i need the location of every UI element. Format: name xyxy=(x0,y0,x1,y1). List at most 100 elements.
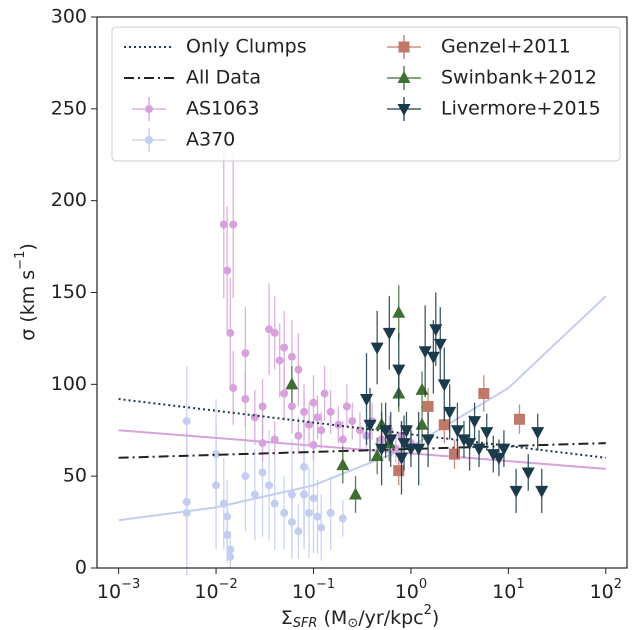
point xyxy=(360,394,374,407)
point xyxy=(300,462,309,471)
point xyxy=(317,523,326,532)
point xyxy=(326,407,335,416)
point xyxy=(486,449,500,462)
fit-line xyxy=(118,442,606,459)
point xyxy=(309,494,318,503)
legend-label: Livermore+2015 xyxy=(441,98,601,120)
point xyxy=(287,490,296,499)
point xyxy=(443,406,457,419)
point xyxy=(280,389,289,398)
point xyxy=(182,417,191,426)
point xyxy=(317,426,326,435)
x-tick-label: 10−1 xyxy=(292,577,335,603)
point xyxy=(309,398,318,407)
point xyxy=(338,514,347,523)
point xyxy=(394,452,408,465)
point xyxy=(270,499,279,508)
point xyxy=(294,431,303,440)
x-tick-label: 101 xyxy=(492,577,524,603)
legend-label: All Data xyxy=(186,67,261,89)
point xyxy=(336,458,350,471)
point xyxy=(320,389,329,398)
point xyxy=(265,325,274,334)
point xyxy=(241,472,250,481)
point xyxy=(229,384,238,393)
y-tick-label: 0 xyxy=(75,557,87,579)
point xyxy=(433,338,447,351)
point xyxy=(472,443,486,456)
point xyxy=(450,425,464,438)
point xyxy=(241,349,250,358)
y-tick-label: 100 xyxy=(51,373,87,395)
point xyxy=(258,402,267,411)
point xyxy=(294,527,303,536)
x-tick-label: 10−2 xyxy=(194,577,237,603)
fit-line xyxy=(118,295,607,522)
y-tick-label: 300 xyxy=(51,6,87,28)
point xyxy=(223,266,232,275)
point xyxy=(415,417,429,430)
legend-frame xyxy=(111,26,621,162)
point xyxy=(379,425,393,438)
point xyxy=(463,438,477,451)
legend-label: Only Clumps xyxy=(186,36,307,58)
legend-label: A370 xyxy=(186,129,235,151)
point xyxy=(429,324,443,337)
point xyxy=(229,220,238,229)
point xyxy=(480,427,494,440)
point xyxy=(393,465,405,477)
x-tick-label: 10−3 xyxy=(97,577,140,603)
point xyxy=(275,356,284,365)
point xyxy=(226,328,235,337)
plot-area xyxy=(118,151,607,576)
point xyxy=(404,443,418,456)
point xyxy=(392,364,406,377)
point xyxy=(258,468,267,477)
point xyxy=(513,413,525,425)
point xyxy=(399,425,413,438)
point xyxy=(478,388,490,400)
point xyxy=(270,435,279,444)
point xyxy=(348,417,357,426)
point xyxy=(305,420,314,429)
point xyxy=(398,41,410,53)
point xyxy=(250,490,259,499)
point xyxy=(145,105,153,113)
point xyxy=(375,443,389,456)
y-tick-label: 150 xyxy=(51,281,87,303)
x-axis-label: ΣSFR (M⊙/yr/kpc2) xyxy=(281,603,440,630)
point xyxy=(226,552,235,561)
point xyxy=(521,467,535,480)
point xyxy=(492,452,506,465)
legend-label: Genzel+2011 xyxy=(441,36,571,58)
point xyxy=(287,402,296,411)
point xyxy=(338,435,347,444)
point xyxy=(349,487,363,500)
point xyxy=(531,427,545,440)
point xyxy=(418,346,432,359)
point xyxy=(313,512,322,521)
point xyxy=(294,365,303,374)
point xyxy=(219,220,228,229)
point xyxy=(392,305,406,318)
point xyxy=(422,400,434,412)
point xyxy=(382,327,396,340)
legend-label: AS1063 xyxy=(186,98,259,120)
point xyxy=(363,419,377,432)
x-tick-label: 100 xyxy=(395,577,427,603)
point xyxy=(285,377,299,390)
point xyxy=(438,419,450,431)
point xyxy=(535,485,549,498)
point xyxy=(342,402,351,411)
y-tick-label: 200 xyxy=(51,189,87,211)
point xyxy=(250,413,259,422)
fit-line xyxy=(118,398,606,459)
point xyxy=(326,508,335,517)
point xyxy=(265,481,274,490)
point xyxy=(509,485,523,498)
point xyxy=(397,104,411,116)
y-tick-label: 50 xyxy=(63,465,87,487)
point xyxy=(280,508,289,517)
point xyxy=(305,508,314,517)
